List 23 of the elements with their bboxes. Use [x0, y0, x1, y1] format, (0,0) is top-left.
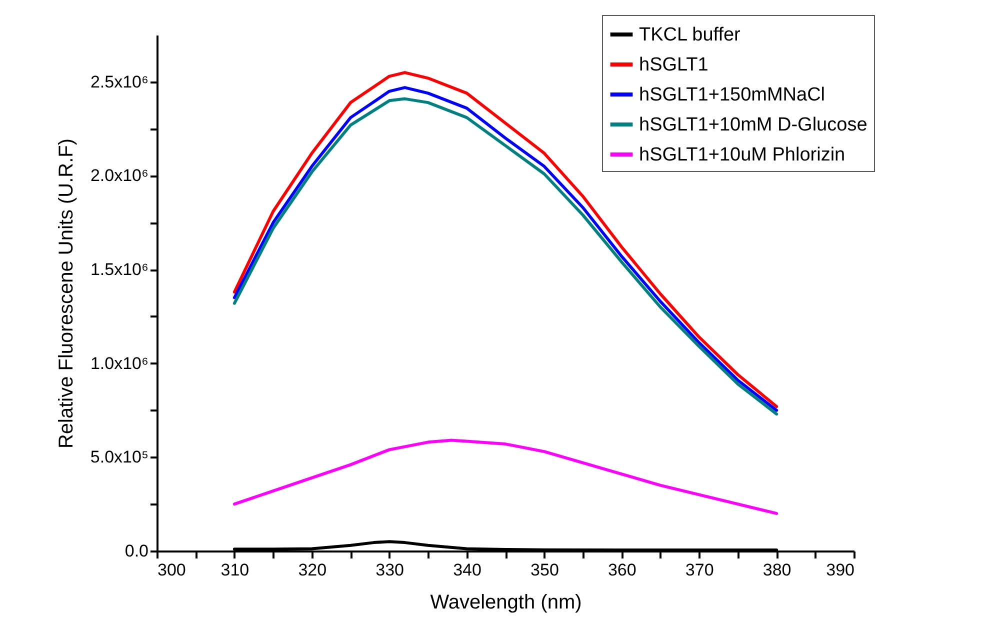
- legend-label: hSGLT1+10uM Phlorizin: [639, 144, 846, 166]
- y-axis-title: Relative Fluorescene Units (U.R.F): [55, 138, 78, 449]
- legend-label: hSGLT1+150mMNaCl: [639, 84, 826, 106]
- x-tick-label: 380: [762, 560, 792, 580]
- y-tick-label: 1.5x10⁶: [90, 260, 148, 280]
- x-tick-label: 320: [298, 560, 327, 580]
- x-tick-label: 310: [220, 560, 250, 580]
- y-tick-label: 2.0x10⁶: [90, 166, 148, 186]
- x-tick-label: 350: [530, 560, 559, 580]
- legend-label: hSGLT1: [639, 54, 708, 76]
- x-tick-label: 300: [158, 560, 186, 580]
- y-tick-label: 5.0x10⁵: [90, 448, 148, 467]
- y-tick-label: 1.0x10⁶: [90, 354, 148, 373]
- y-tick-label: 2.5x10⁶: [90, 72, 148, 92]
- x-tick-label: 330: [376, 560, 404, 580]
- x-tick-label: 360: [608, 560, 636, 580]
- x-axis-title: Wavelength (nm): [430, 592, 582, 614]
- x-tick-label: 370: [685, 560, 714, 580]
- x-tick-label: 390: [826, 560, 854, 580]
- legend-label: hSGLT1+10mM D-Glucose: [639, 114, 868, 136]
- legend-label: TKCL buffer: [639, 24, 742, 46]
- y-tick-label: 0.0: [124, 542, 148, 560]
- x-tick-label: 340: [453, 560, 482, 580]
